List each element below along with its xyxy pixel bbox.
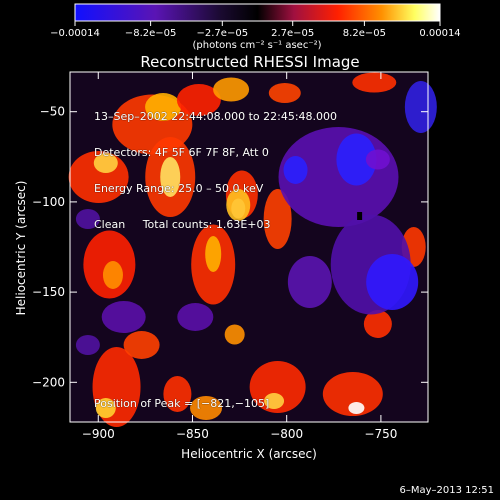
colorbar-tick-label: −8.2e−05 [125, 28, 177, 39]
heatmap-blob [177, 303, 214, 331]
y-tick-label: −100 [32, 195, 65, 209]
colorbar-unit-label: (photons cm⁻² s⁻¹ asec⁻²) [192, 40, 321, 51]
colorbar-ticks: −0.00014 −8.2e−05 −2.7e−05 2.7e−05 8.2e−05 0.… [50, 21, 461, 39]
heatmap-blob [75, 335, 100, 355]
heatmap-blob [102, 261, 123, 289]
axis-ticks: −900 −850 −800 −750 −50 −100 −150 −200 [32, 72, 428, 441]
colorbar: −0.00014 −8.2e−05 −2.7e−05 2.7e−05 8.2e−05 0.… [50, 3, 461, 51]
y-axis-label: Heliocentric Y (arcsec) [14, 181, 28, 316]
heatmap-blob [190, 396, 223, 420]
peak-marker [357, 212, 363, 220]
colorbar-tick-label: −2.7e−05 [197, 28, 249, 39]
heatmap-blob [123, 331, 160, 359]
x-tick-label: −800 [270, 427, 303, 441]
heatmap-blob [145, 93, 182, 121]
annotation-block: 13–Sep–2002 22:44:08.000 to 22:45:48.000… [94, 87, 337, 243]
colorbar-tick-label: 2.7e−05 [271, 28, 314, 39]
plot-frame [69, 71, 429, 423]
heatmap-blob [224, 324, 245, 345]
heatmap-blob [205, 236, 222, 272]
heatmap-blob [75, 209, 100, 229]
chart-title: Reconstructed RHESSI Image [140, 53, 359, 71]
annotation-clean-counts: Clean Total counts: 1.63E+03 [94, 218, 271, 231]
heatmap-blob [352, 72, 397, 93]
x-tick-label: −900 [82, 427, 115, 441]
heatmap-blob [287, 256, 332, 308]
annotation-detectors: Detectors: 4F 5F 6F 7F 8F, Att 0 [94, 146, 269, 159]
heatmap-blob [163, 376, 192, 412]
heatmap-blob [93, 153, 118, 173]
heatmap-blob [264, 393, 285, 409]
heatmap-image [68, 72, 437, 427]
peak-position-label: Position of Peak = [−821,−105] [94, 397, 270, 410]
footer-date: 6–May–2013 12:51 [400, 485, 494, 496]
heatmap-blob [213, 77, 250, 102]
y-tick-label: −50 [40, 105, 65, 119]
colorbar-gradient [74, 3, 441, 22]
heatmap-blob [160, 157, 181, 197]
y-tick-label: −150 [32, 285, 65, 299]
colorbar-tick-label: −0.00014 [50, 28, 100, 39]
annotation-time-range: 13–Sep–2002 22:44:08.000 to 22:45:48.000 [94, 110, 338, 123]
x-tick-label: −850 [176, 427, 209, 441]
heatmap-blob [95, 398, 116, 418]
heatmap-blob [404, 81, 437, 133]
heatmap-blob [363, 310, 392, 338]
colorbar-tick-label: 0.00014 [419, 28, 460, 39]
plot-area: −900 −850 −800 −750 −50 −100 −150 −200 [32, 71, 437, 441]
heatmap-blob [348, 402, 365, 414]
annotation-energy-range: Energy Range: 25.0 – 50.0 keV [94, 182, 264, 195]
heatmap-blob [263, 189, 292, 249]
heatmap-blob [268, 83, 301, 103]
x-axis-label: Heliocentric X (arcsec) [181, 447, 317, 461]
y-tick-label: −200 [32, 375, 65, 389]
heatmap-blob [283, 156, 308, 184]
x-tick-label: −750 [364, 427, 397, 441]
heatmap-blob [249, 361, 306, 413]
colorbar-tick-label: 8.2e−05 [343, 28, 386, 39]
heatmap-blob [226, 189, 251, 221]
heatmap-blob [365, 149, 390, 170]
heatmap-blob [176, 84, 221, 116]
heatmap-blob [322, 372, 383, 416]
heatmap-blob [366, 254, 419, 310]
heatmap-blob [101, 301, 146, 333]
heatmap-blob [336, 133, 377, 186]
